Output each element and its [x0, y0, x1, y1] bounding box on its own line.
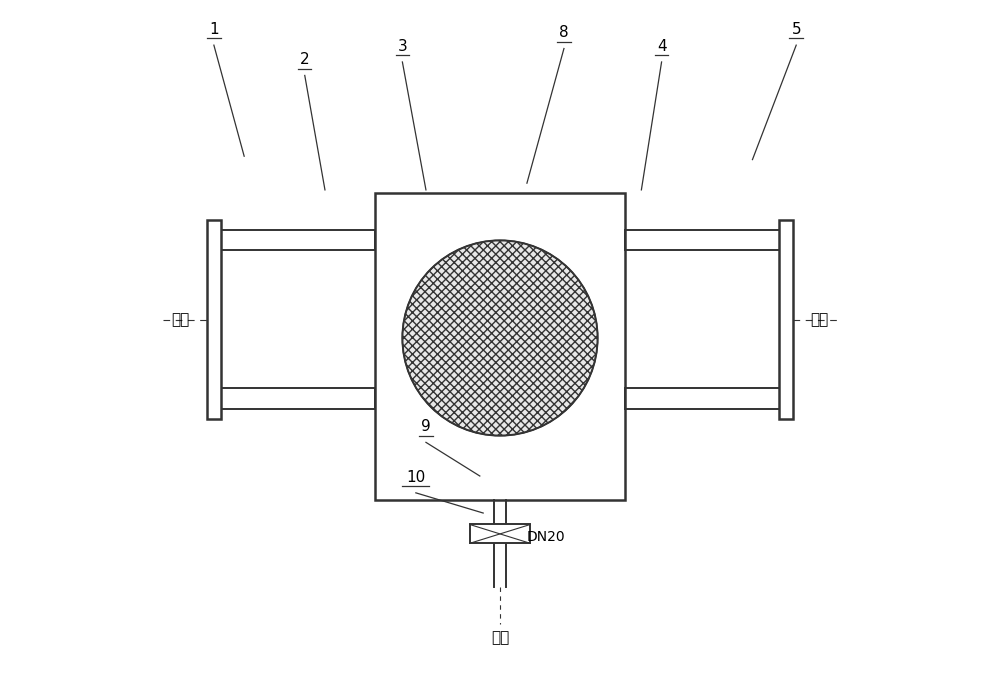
- Bar: [375, 193, 625, 500]
- Text: 3: 3: [398, 39, 407, 54]
- Ellipse shape: [402, 241, 598, 435]
- Text: 4: 4: [657, 39, 666, 54]
- Text: 8: 8: [559, 26, 569, 41]
- Text: 出口: 出口: [810, 312, 829, 327]
- Text: DN20: DN20: [527, 529, 566, 544]
- Bar: [470, 525, 530, 544]
- Text: 5: 5: [791, 22, 801, 37]
- Text: 9: 9: [421, 419, 431, 434]
- Text: 排口: 排口: [491, 630, 509, 645]
- Bar: [779, 220, 793, 419]
- Text: 10: 10: [406, 470, 425, 485]
- Text: 2: 2: [300, 52, 310, 68]
- Text: 进口: 进口: [171, 312, 190, 327]
- Bar: [207, 220, 221, 419]
- Text: 1: 1: [209, 22, 219, 37]
